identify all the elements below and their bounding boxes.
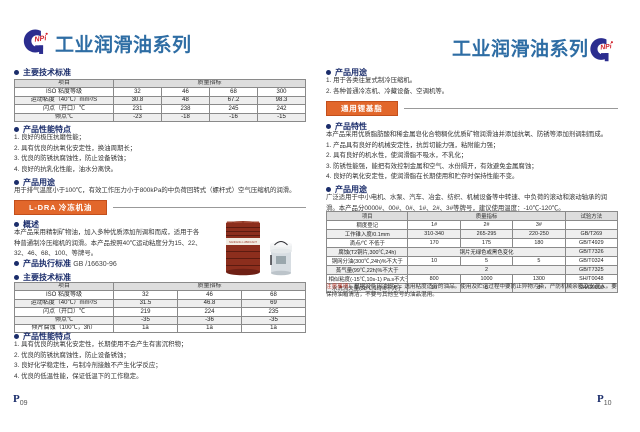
svg-text:NPi: NPi (600, 43, 612, 52)
svg-text:NANFANG LUBRICANT: NANFANG LUBRICANT (229, 240, 257, 244)
svg-text:NPi: NPi (34, 33, 48, 44)
